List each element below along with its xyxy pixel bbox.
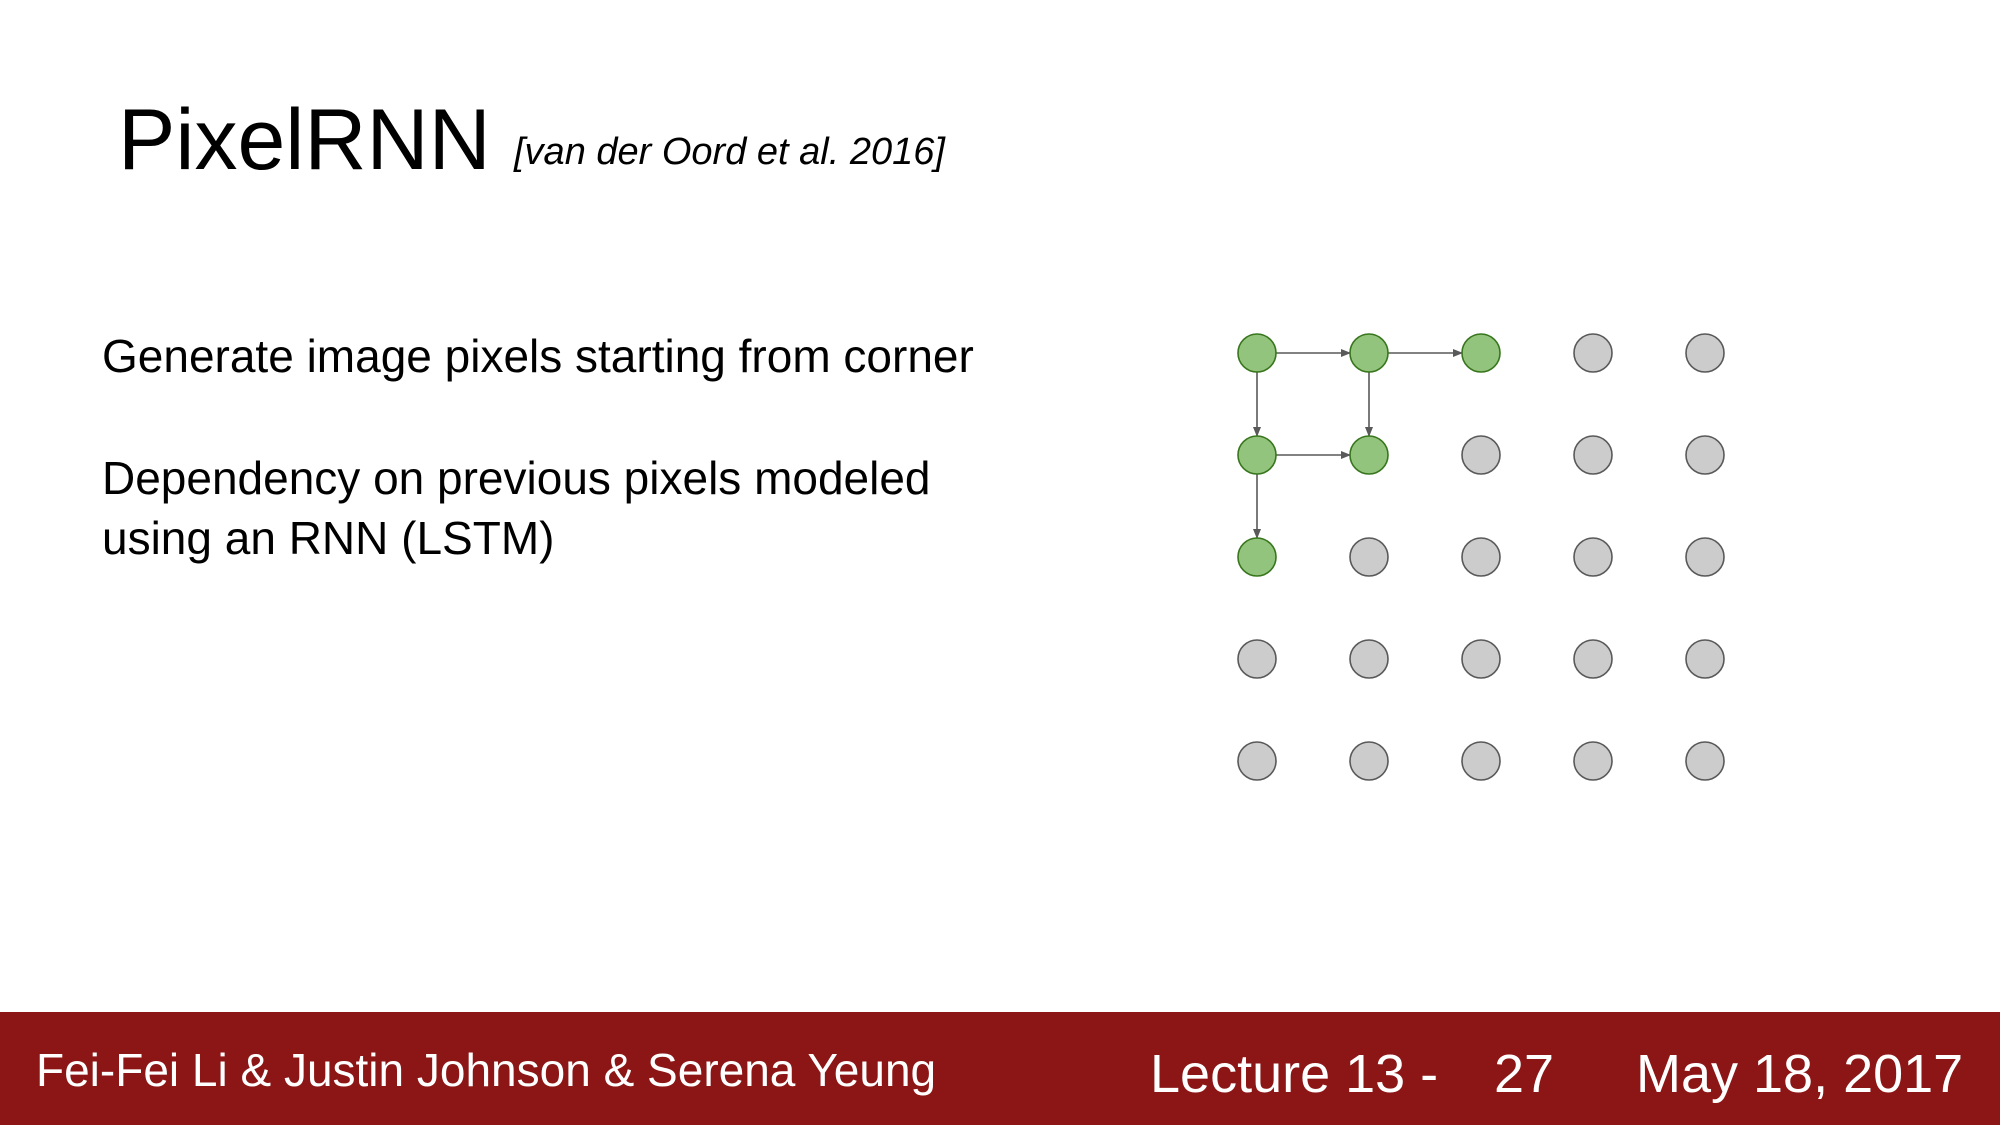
- pending-pixel-node: [1685, 639, 1725, 679]
- pending-pixel-node: [1685, 333, 1725, 373]
- dependency-arrows: [1253, 349, 1463, 539]
- pending-pixel-node: [1573, 537, 1613, 577]
- pending-pixel-node: [1573, 741, 1613, 781]
- footer-bar: Fei-Fei Li & Justin Johnson & Serena Yeu…: [0, 1012, 2000, 1125]
- pending-pixel-node: [1573, 333, 1613, 373]
- generated-pixel-node: [1349, 435, 1389, 475]
- pending-pixel-node: [1685, 741, 1725, 781]
- generated-pixel-node: [1349, 333, 1389, 373]
- footer-date: May 18, 2017: [1636, 1044, 1964, 1104]
- bullet-dependency-line1: Dependency on previous pixels modeled: [102, 452, 931, 504]
- pending-pixel-node: [1237, 741, 1277, 781]
- generated-pixel-node: [1237, 333, 1277, 373]
- pending-pixel-node: [1461, 741, 1501, 781]
- pending-pixel-node: [1685, 435, 1725, 475]
- pending-pixel-node: [1461, 639, 1501, 679]
- bullet-generate: Generate image pixels starting from corn…: [102, 330, 974, 382]
- footer-page-number: 27: [1494, 1044, 1555, 1104]
- pending-pixel-node: [1349, 741, 1389, 781]
- citation: [van der Oord et al. 2016]: [514, 131, 945, 173]
- pending-pixel-node: [1461, 435, 1501, 475]
- footer-authors: Fei-Fei Li & Justin Johnson & Serena Yeu…: [36, 1044, 937, 1096]
- pixel-grid-diagram: [1237, 333, 1725, 781]
- pending-pixel-node: [1573, 639, 1613, 679]
- pending-pixel-node: [1685, 537, 1725, 577]
- pending-pixel-node: [1349, 537, 1389, 577]
- generated-pixel-node: [1237, 435, 1277, 475]
- generated-pixel-node: [1237, 537, 1277, 577]
- pixel-nodes: [1237, 333, 1725, 781]
- footer-lecture: Lecture 13 -: [1150, 1044, 1439, 1104]
- generated-pixel-node: [1461, 333, 1501, 373]
- pending-pixel-node: [1237, 639, 1277, 679]
- pending-pixel-node: [1349, 639, 1389, 679]
- pending-pixel-node: [1573, 435, 1613, 475]
- pending-pixel-node: [1461, 537, 1501, 577]
- slide-title: PixelRNN: [118, 92, 491, 188]
- bullet-dependency-line2: using an RNN (LSTM): [102, 512, 555, 564]
